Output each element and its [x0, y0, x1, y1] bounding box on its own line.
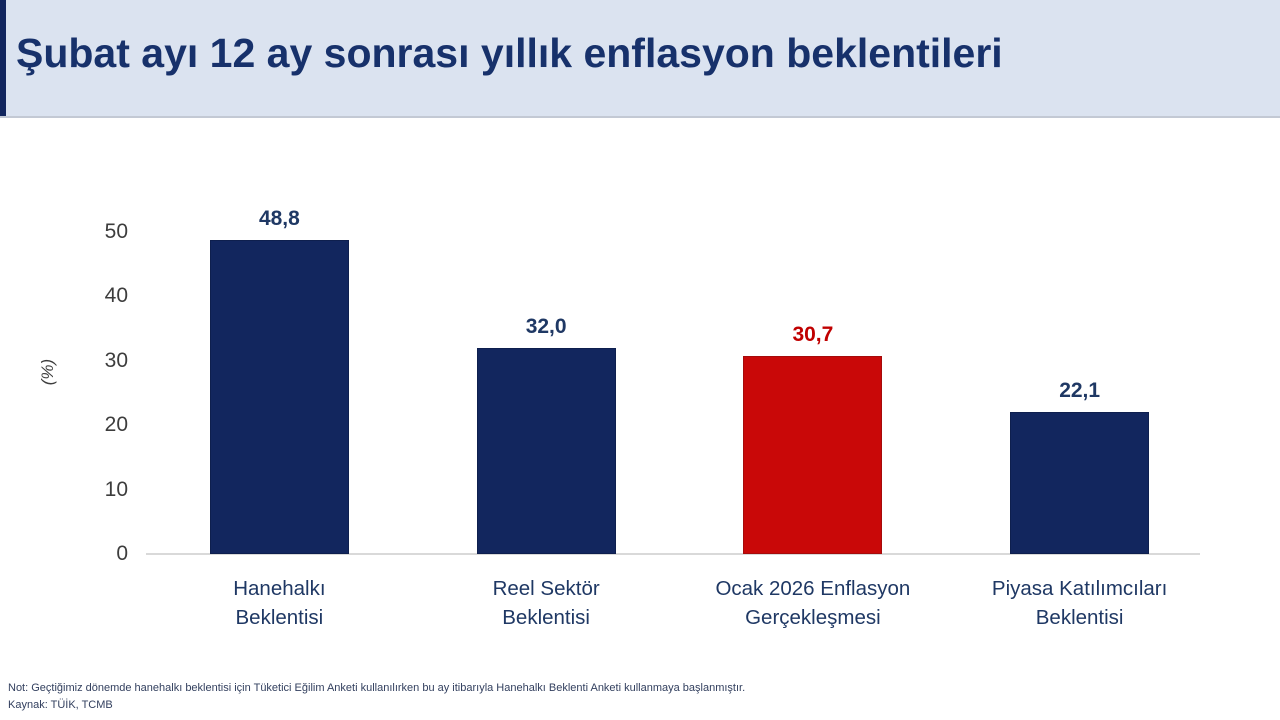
bar-value-label: 22,1: [1059, 378, 1101, 402]
category-label: Beklentisi: [502, 606, 590, 629]
category-label: Hanehalkı: [233, 577, 326, 600]
category-label: Piyasa Katılımcıları: [991, 577, 1168, 600]
title-accent-bar: [0, 0, 6, 116]
source-note: Kaynak: TÜİK, TCMB: [8, 699, 113, 711]
category-label: Beklentisi: [1035, 606, 1124, 629]
y-axis-tick-label: 0: [116, 542, 128, 565]
bar-4: [1010, 411, 1150, 554]
y-axis-tick-label: 40: [104, 284, 128, 308]
category-label: Gerçekleşmesi: [745, 606, 881, 629]
bar-2: [476, 347, 616, 554]
bar-value-label: 48,8: [258, 206, 300, 230]
title-banner: Şubat ayı 12 ay sonrası yıllık enflasyon…: [0, 0, 1280, 118]
category-label: Beklentisi: [235, 606, 324, 629]
y-axis-tick-label: 10: [104, 477, 128, 501]
footer: Not: Geçtiğimiz dönemde hanehalkı beklen…: [8, 680, 1108, 713]
category-label: Ocak 2026 Enflasyon: [715, 577, 911, 600]
category-label: Reel Sektör: [492, 577, 600, 600]
bar-1: [209, 239, 349, 554]
y-axis-tick-label: 20: [104, 413, 128, 437]
bar-value-label: 30,7: [792, 323, 834, 347]
y-axis-tick-label: 50: [104, 220, 128, 243]
footnote: Not: Geçtiğimiz dönemde hanehalkı beklen…: [8, 682, 746, 694]
x-axis-line: [146, 553, 1200, 555]
page-title: Şubat ayı 12 ay sonrası yıllık enflasyon…: [16, 30, 1003, 76]
bar-3: [743, 356, 883, 554]
bar-value-label: 32,0: [525, 314, 567, 338]
y-axis-tick-label: 30: [104, 348, 128, 372]
